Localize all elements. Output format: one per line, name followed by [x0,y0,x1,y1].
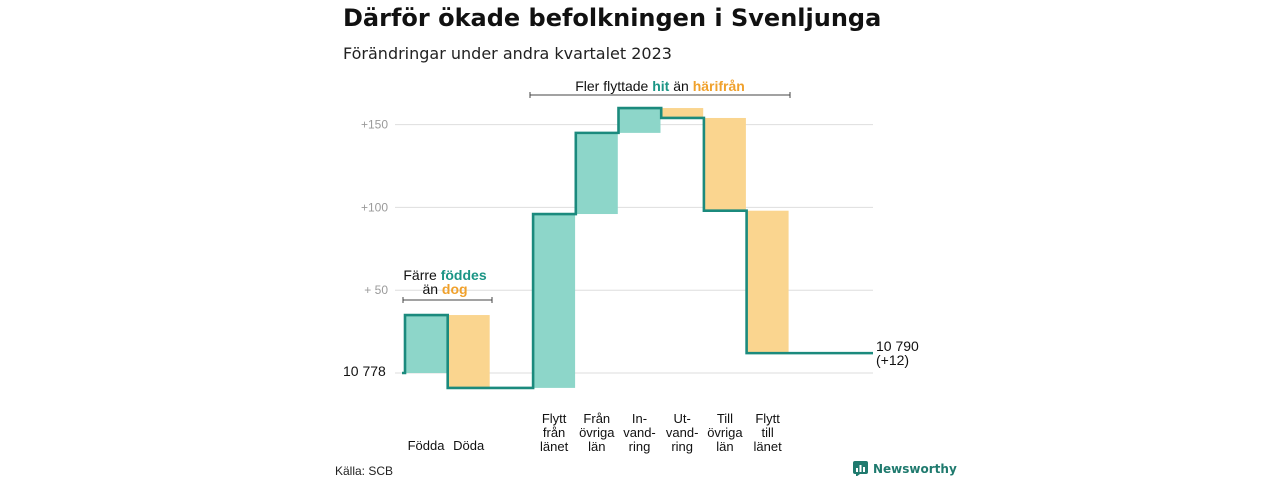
category-label: övriga [707,425,743,440]
category-label: län [588,439,605,454]
category-label: till [761,425,773,440]
end-value-label: 10 790 [876,338,919,354]
waterfall-bar [661,108,704,118]
waterfall-bar [746,210,789,354]
waterfall-bar [533,214,576,388]
annotation-segment: än [422,281,441,297]
annotation-segment: Fler flyttade [575,78,652,94]
y-tick-label: +150 [361,118,388,132]
chart-title: Därför ökade befolkningen i Svenljunga [343,4,882,32]
annotation-segment: dog [442,281,468,297]
category-label: län [716,439,733,454]
cumulative-step-line [402,106,873,390]
annotation-segment: än [669,78,692,94]
waterfall-bar [618,108,661,133]
category-label: länet [753,439,782,454]
category-label: ring [671,439,693,454]
y-tick-label: + 50 [364,283,388,297]
annotation-segment: Färre [403,267,440,283]
annotation-segment: föddes [441,267,487,283]
category-label: Döda [453,438,485,453]
start-value-label: 10 778 [343,363,386,379]
source-note: Källa: SCB [335,464,394,478]
end-change-label: (+12) [876,352,909,368]
waterfall-bar [703,117,746,211]
category-label: övriga [579,425,615,440]
category-label: ring [629,439,651,454]
brand-logo: Newsworthy [853,461,957,476]
category-label: Födda [408,438,446,453]
category-label: Ut- [674,411,691,426]
newsworthy-logo-icon [853,461,868,476]
brand-name: Newsworthy [873,461,957,476]
annotation-text: än dog [422,281,467,297]
category-label: Till [717,411,733,426]
category-label: Från [583,411,610,426]
category-label: Flytt [755,411,780,426]
waterfall-bar [575,132,618,215]
category-label: vand- [666,425,699,440]
waterfall-bar [405,315,447,373]
category-label: länet [540,439,569,454]
category-label: In- [632,411,647,426]
category-label: vand- [623,425,656,440]
chart-subtitle: Förändringar under andra kvartalet 2023 [343,44,672,63]
category-label: från [543,425,565,440]
y-tick-label: +100 [361,200,388,214]
annotation-text: Färre föddes [403,267,486,283]
category-label: Flytt [542,411,567,426]
annotation-text: Fler flyttade hit än härifrån [575,78,745,94]
annotation-segment: hit [652,78,669,94]
annotation-segment: härifrån [693,78,745,94]
waterfall-bar [447,315,490,388]
